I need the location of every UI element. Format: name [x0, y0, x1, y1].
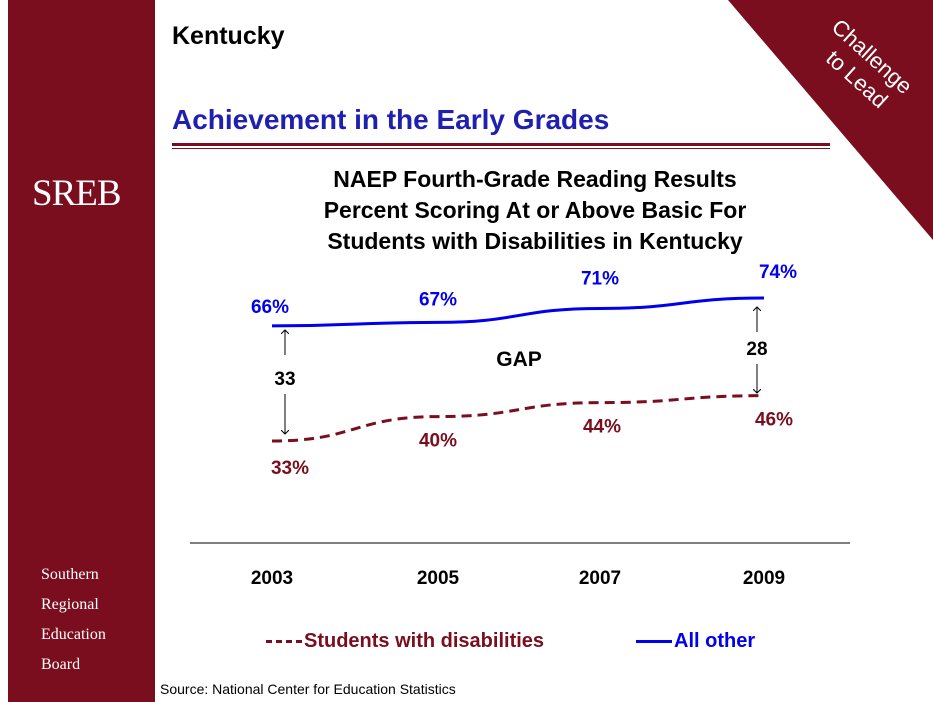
chart-title-line: Students with Disabilities in Kentucky: [327, 228, 743, 254]
page-title: Achievement in the Early Grades: [172, 104, 610, 135]
gap-value: 28: [746, 339, 767, 360]
org-line: Board: [41, 656, 81, 673]
x-tick-label: 2003: [251, 568, 293, 589]
legend-swatch-dashed: [266, 640, 302, 644]
chart-title-line: NAEP Fourth-Grade Reading Results: [333, 166, 737, 192]
org-line: Education: [41, 626, 106, 643]
legend-item-disabilities: Students with disabilities: [266, 630, 544, 653]
chart-title: NAEP Fourth-Grade Reading Results Percen…: [190, 164, 880, 257]
source-note: Source: National Center for Education St…: [160, 681, 456, 697]
x-tick-label: 2009: [743, 568, 785, 589]
data-label-all-other: 71%: [581, 268, 619, 289]
legend-item-all-other: All other: [636, 630, 755, 653]
gap-value: 33: [274, 369, 295, 390]
legend-label: All other: [674, 630, 756, 652]
data-label-disabilities: 33%: [271, 458, 309, 479]
data-label-disabilities: 46%: [755, 410, 793, 431]
challenge-banner: Challenge to Lead: [728, 0, 933, 240]
sreb-logo: SREB: [32, 173, 122, 214]
organization-name: Southern Regional Education Board: [41, 560, 106, 680]
data-label-all-other: 74%: [759, 262, 797, 283]
chart-title-line: Percent Scoring At or Above Basic For: [323, 197, 747, 223]
gap-label: GAP: [496, 348, 542, 371]
series-line-disabilities: [271, 394, 765, 443]
data-label-all-other: 67%: [419, 289, 457, 310]
series-line-all-other: [271, 296, 765, 328]
org-line: Southern: [41, 566, 99, 583]
x-tick-label: 2005: [417, 568, 460, 589]
data-label-disabilities: 44%: [583, 417, 621, 438]
state-title: Kentucky: [172, 22, 285, 50]
data-label-all-other: 66%: [251, 297, 289, 318]
data-label-disabilities: 40%: [419, 431, 457, 452]
title-divider: [172, 143, 830, 146]
org-line: Regional: [41, 596, 99, 613]
banner-triangle: [728, 0, 933, 240]
legend-swatch-solid: [636, 640, 672, 644]
title-divider-thin: [172, 148, 830, 149]
legend-label: Students with disabilities: [304, 630, 545, 652]
x-tick-label: 2007: [579, 568, 621, 589]
sidebar: SREB Southern Regional Education Board: [8, 0, 155, 702]
